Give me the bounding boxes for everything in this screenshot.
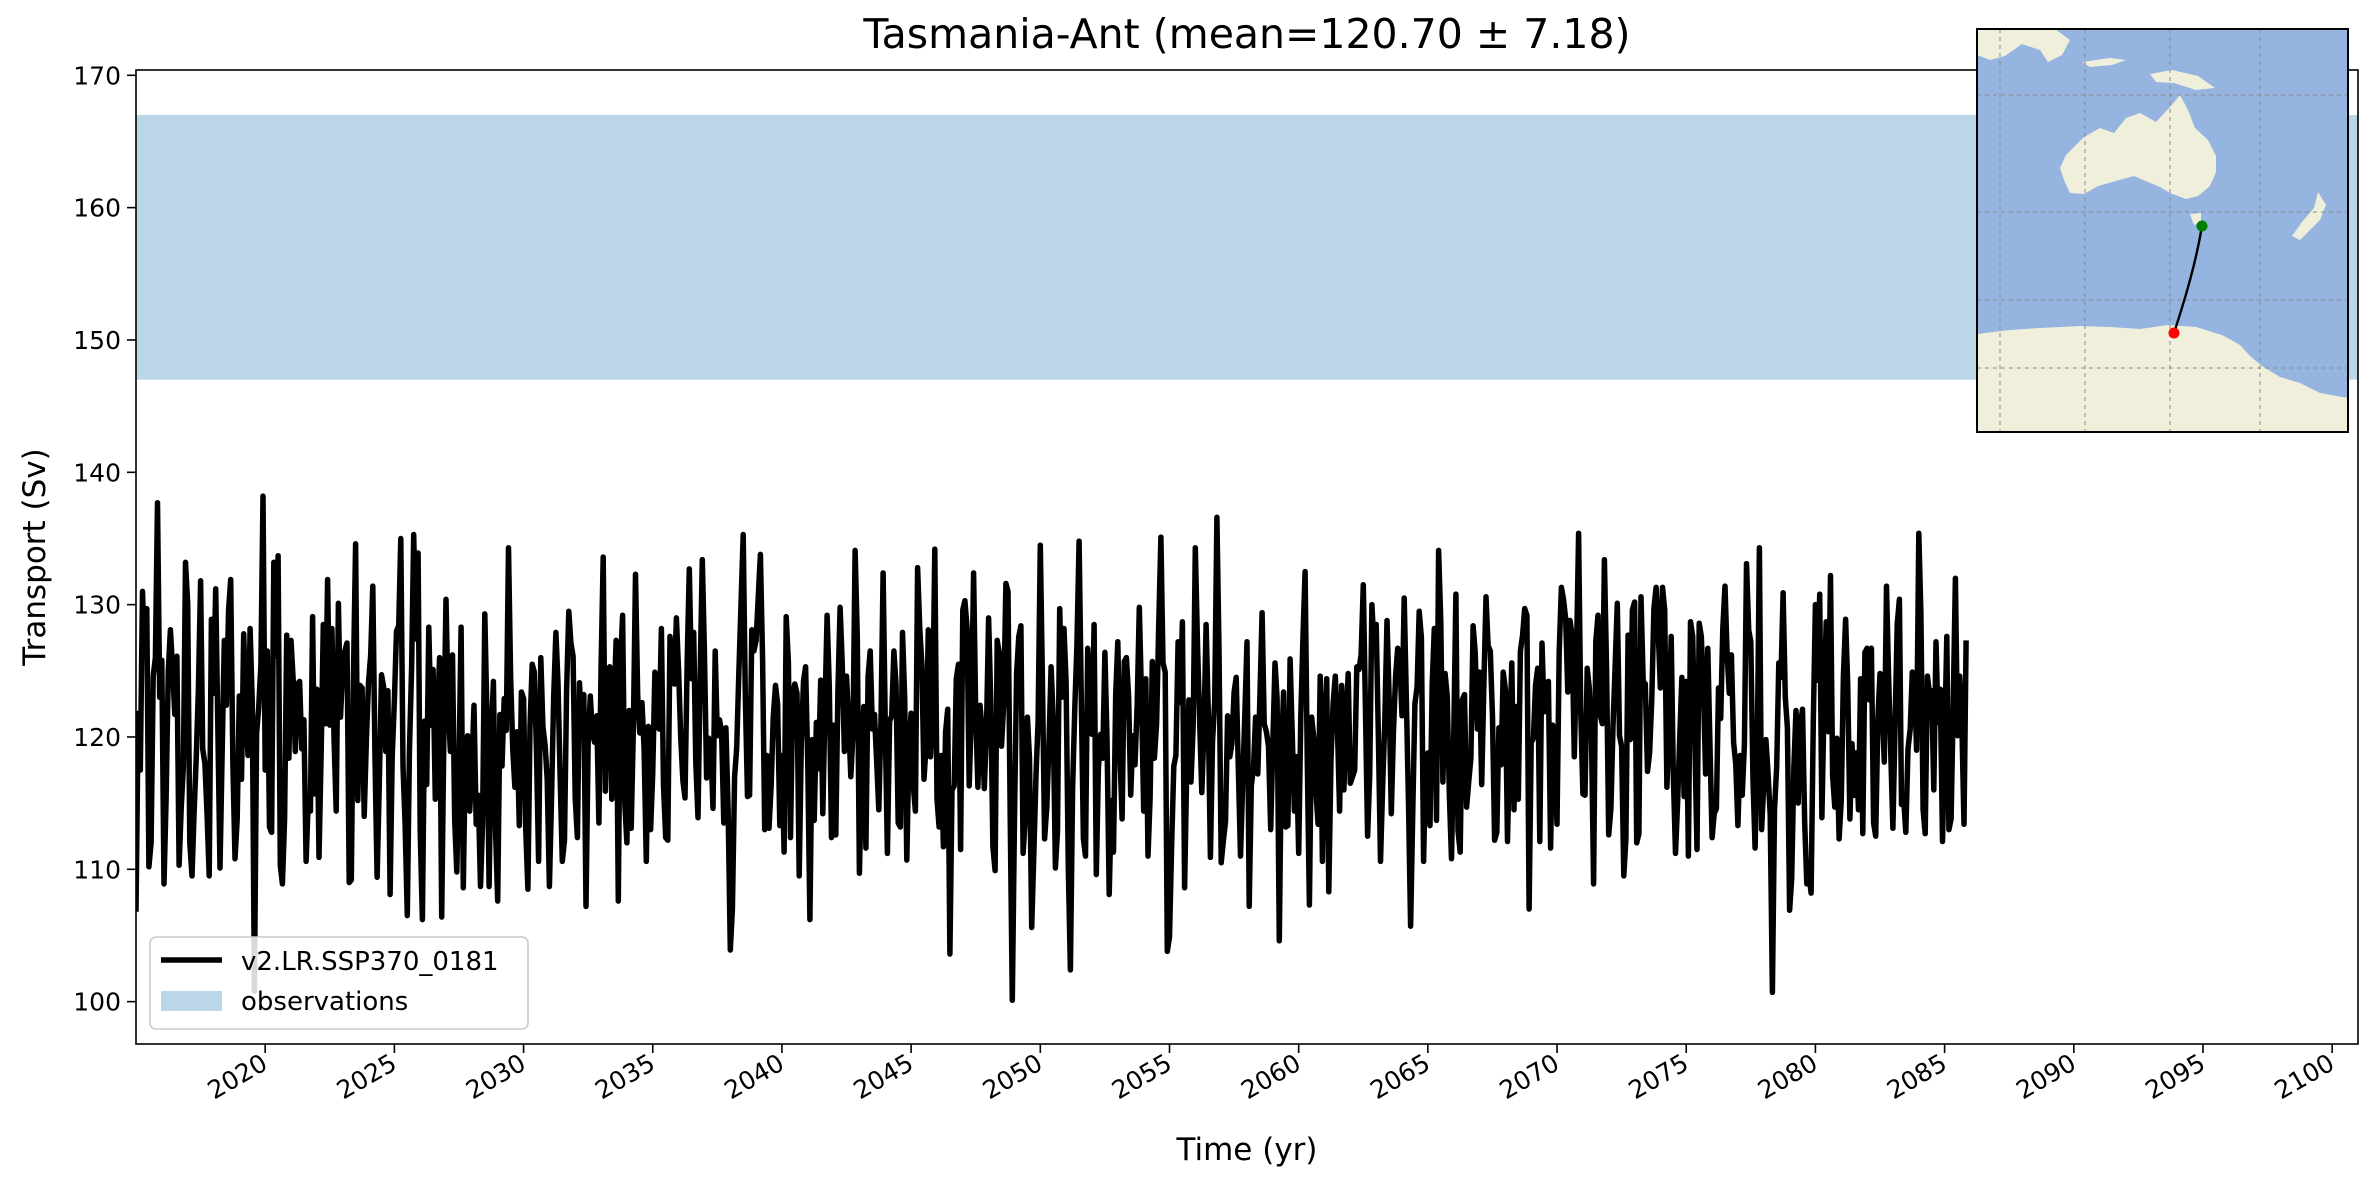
y-tick-label: 100 xyxy=(73,988,121,1017)
legend-swatch-observations xyxy=(161,991,222,1011)
y-tick-label: 110 xyxy=(73,855,121,884)
legend-label-series: v2.LR.SSP370_0181 xyxy=(241,947,499,977)
map-gridlines xyxy=(1977,29,2348,432)
legend: v2.LR.SSP370_0181 observations xyxy=(149,936,529,1030)
chart-title: Tasmania-Ant (mean=120.70 ± 7.18) xyxy=(862,10,1630,58)
map-section-start-marker xyxy=(2196,220,2208,232)
y-tick-label: 120 xyxy=(73,723,121,752)
map-section-end-marker xyxy=(2168,327,2180,339)
map-frame xyxy=(1976,28,2349,433)
map-land-antarctica xyxy=(1977,325,2348,432)
y-tick-label: 160 xyxy=(73,194,121,223)
map-section-line xyxy=(2172,225,2204,334)
inset-map xyxy=(1976,28,2349,433)
y-tick-label: 130 xyxy=(73,591,121,620)
map-land-islands xyxy=(2082,58,2126,67)
y-tick-label: 140 xyxy=(73,458,121,487)
plot-frame xyxy=(135,69,2359,1045)
map-land-new-guinea xyxy=(2150,70,2215,90)
x-axis-label: Time (yr) xyxy=(1176,1132,1318,1168)
series-line-v2-lr-ssp370-0181 xyxy=(136,493,1969,1004)
y-tick-label: 150 xyxy=(73,326,121,355)
map-land-australia xyxy=(2060,95,2216,199)
legend-label-observations: observations xyxy=(241,987,408,1017)
legend-frame xyxy=(149,936,529,1030)
map-land-new-zealand xyxy=(2292,192,2326,240)
y-axis-label: Transport (Sv) xyxy=(17,448,53,667)
y-axis-ticks: 100 110 120 130 140 150 160 170 xyxy=(73,61,136,1017)
y-tick-label: 170 xyxy=(73,61,121,90)
